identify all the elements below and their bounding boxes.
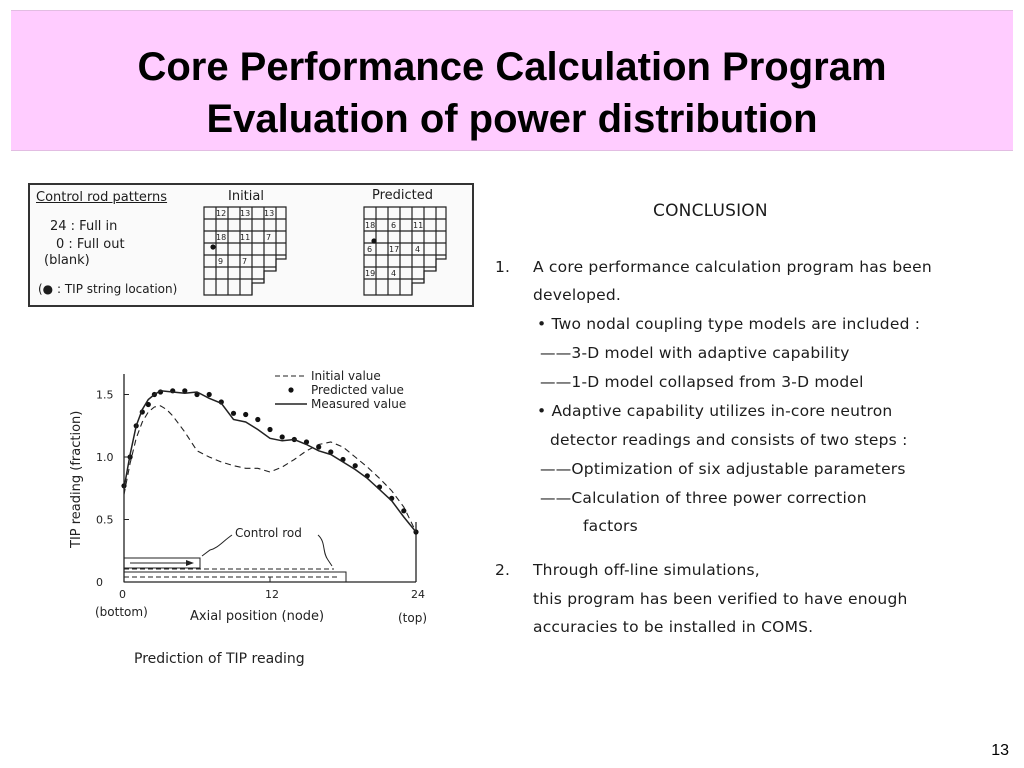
- predicted-value-point: [145, 401, 151, 408]
- conclusion-line: Through off-line simulations,: [533, 561, 760, 579]
- title-band: Core Performance Calculation Program Eva…: [11, 10, 1013, 151]
- control-rod-leader-line: [201, 534, 233, 557]
- measured-value-line: [123, 390, 417, 533]
- legend-blank: (blank): [44, 253, 90, 268]
- conclusion-dash-item: ——Optimization of six adjustable paramet…: [540, 460, 906, 478]
- conclusion-dash-item: ——1-D model collapsed from 3-D model: [540, 373, 864, 391]
- initial-grid-lines: [203, 206, 287, 296]
- conclusion-line: this program has been verified to have e…: [533, 590, 908, 608]
- predicted-value-point: [352, 463, 358, 469]
- legend-tip-location: (● : TIP string location): [38, 282, 178, 296]
- legend-predicted-swatch: [288, 387, 294, 393]
- predicted-cell: 17: [389, 245, 399, 254]
- conclusion-line: accuracies to be installed in COMS.: [533, 618, 814, 636]
- predicted-grid: 18 6 11 6 17 4 19 4: [363, 206, 447, 296]
- initial-value-line: [123, 405, 417, 533]
- predicted-value-point: [267, 426, 273, 433]
- predicted-cell: 19: [365, 269, 375, 278]
- tip-location-dot-icon: [210, 244, 216, 250]
- predicted-value-point: [255, 416, 261, 423]
- predicted-cell: 6: [391, 221, 396, 230]
- predicted-value-point: [206, 391, 212, 398]
- control-rod-pattern-figure: Control rod patterns 24 : Full in 0 : Fu…: [28, 183, 474, 307]
- conclusion-bullet: • Adaptive capability utilizes in-core n…: [537, 402, 893, 420]
- tip-location-dot-icon: [371, 238, 377, 244]
- x-end-label-bottom: (bottom): [95, 605, 148, 619]
- legend-measured-label: Measured value: [311, 397, 406, 411]
- predicted-cell: 6: [367, 245, 372, 254]
- predicted-cell: 11: [413, 221, 423, 230]
- item-number-1: 1.: [495, 258, 511, 276]
- y-tick-label: 0.5: [96, 514, 114, 527]
- initial-cell: 7: [266, 233, 271, 242]
- legend-predicted-label: Predicted value: [311, 383, 404, 397]
- legend-heading: Control rod patterns: [36, 190, 168, 205]
- initial-grid-label: Initial: [228, 189, 264, 204]
- initial-cell: 11: [240, 233, 250, 242]
- tip-reading-chart: 0 0.5 1.0 1.5 0 12 24 (bottom) (top) Axial positi…: [69, 369, 427, 667]
- initial-grid: 12 13 13 18 11 7 9 7: [203, 206, 287, 296]
- initial-cell: 7: [242, 257, 247, 266]
- predicted-cell: 18: [365, 221, 375, 230]
- control-rod-leader-line: [317, 534, 333, 567]
- legend-full-in: 24 : Full in: [50, 219, 118, 234]
- predicted-cell: 4: [415, 245, 420, 254]
- initial-cell: 18: [216, 233, 226, 242]
- predicted-grid-label: Predicted: [372, 188, 434, 203]
- conclusion-line: developed.: [533, 286, 622, 304]
- slide-title-line-1: Core Performance Calculation Program: [137, 45, 887, 89]
- item-number-2: 2.: [495, 561, 511, 579]
- slide-title-line-2: Evaluation of power distribution: [206, 97, 818, 141]
- y-tick-label: 0: [96, 576, 103, 589]
- predicted-value-point: [243, 411, 249, 418]
- conclusion-bullet: • Two nodal coupling type models are inc…: [537, 315, 921, 333]
- predicted-value-point: [328, 449, 334, 455]
- predicted-value-point: [230, 410, 237, 416]
- y-axis-title: TIP reading (fraction): [69, 411, 84, 549]
- x-tick-label: 24: [411, 588, 425, 601]
- x-end-label-top: (top): [398, 611, 427, 625]
- conclusion-dash-item: ——Calculation of three power correction: [540, 489, 867, 507]
- page-number: 13: [991, 742, 1009, 759]
- conclusion-line: detector readings and consists of two st…: [550, 431, 908, 449]
- chart-title: Prediction of TIP reading: [134, 651, 305, 667]
- y-tick-label: 1.0: [96, 451, 114, 464]
- conclusion-section: CONCLUSION 1. A core performance calcula…: [495, 195, 995, 655]
- predicted-grid-lines: [363, 206, 447, 296]
- x-tick-label: 0: [119, 588, 126, 601]
- conclusion-line: A core performance calculation program h…: [533, 258, 932, 276]
- x-axis-title: Axial position (node): [190, 609, 324, 624]
- conclusion-heading: CONCLUSION: [653, 201, 768, 221]
- control-rod-annotation: Control rod: [235, 526, 302, 540]
- control-rod-arrow-head: [186, 560, 194, 566]
- x-tick-label: 12: [265, 588, 279, 601]
- initial-cell: 13: [240, 209, 250, 218]
- control-rod-initial-box: [123, 557, 201, 569]
- predicted-value-point: [279, 434, 285, 440]
- predicted-value-point: [401, 508, 407, 514]
- legend-initial-label: Initial value: [311, 369, 381, 383]
- predicted-value-point: [316, 444, 322, 450]
- initial-cell: 9: [218, 257, 223, 266]
- conclusion-dash-item: ——3-D model with adaptive capability: [540, 344, 850, 362]
- y-tick-label: 1.5: [96, 389, 114, 402]
- conclusion-line: factors: [583, 517, 638, 535]
- predicted-cell: 4: [391, 269, 396, 278]
- initial-cell: 12: [216, 209, 226, 218]
- legend-full-out: 0 : Full out: [56, 237, 125, 252]
- initial-cell: 13: [264, 209, 274, 218]
- predicted-value-point: [182, 388, 188, 394]
